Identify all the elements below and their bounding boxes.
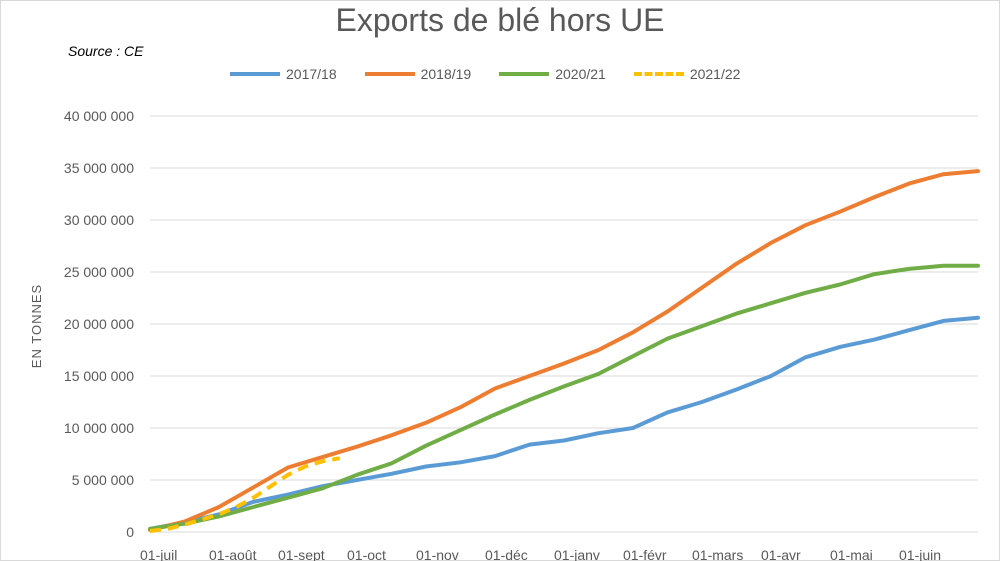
series-line-2018-19 <box>148 169 980 532</box>
legend-swatch <box>633 72 684 76</box>
x-tick-label: 01-nov <box>416 547 459 561</box>
legend-item-2021-22: 2021/22 <box>633 66 741 82</box>
x-tick-label: 01-juil <box>140 547 177 561</box>
x-tick-label: 01-sept <box>278 547 325 561</box>
x-tick-label: 01-oct <box>347 547 386 561</box>
x-tick-label: 01-févr <box>623 547 667 561</box>
y-tick-label: 15 000 000 <box>64 368 134 384</box>
legend-swatch <box>364 72 415 76</box>
x-tick-label: 01-déc <box>485 547 528 561</box>
y-tick-label: 10 000 000 <box>64 420 134 436</box>
legend-label: 2018/19 <box>420 66 472 82</box>
legend: 2017/18 2018/19 2020/21 2021/22 <box>230 66 740 82</box>
x-tick-label: 01-avr <box>761 547 801 561</box>
legend-item-2020-21: 2020/21 <box>499 66 606 82</box>
legend-item-2017-18: 2017/18 <box>230 66 337 82</box>
y-tick-label: 5 000 000 <box>72 472 134 488</box>
y-tick-label: 25 000 000 <box>64 264 134 280</box>
y-tick-label: 20 000 000 <box>64 316 134 332</box>
legend-label: 2021/22 <box>689 66 741 82</box>
y-tick-label: 35 000 000 <box>64 160 134 176</box>
y-axis-label: EN TONNES <box>29 284 44 368</box>
legend-swatch <box>230 72 280 76</box>
x-tick-label: 01-mai <box>830 547 873 561</box>
chart-source: Source : CE <box>68 43 144 59</box>
chart-title: Exports de blé hors UE <box>335 2 665 38</box>
x-tick-label: 01-août <box>209 547 257 561</box>
x-tick-label: 01-juin <box>899 547 941 561</box>
legend-item-2018-19: 2018/19 <box>364 66 472 82</box>
legend-swatch <box>499 72 550 76</box>
legend-label: 2020/21 <box>555 66 606 82</box>
x-tick-label: 01-mars <box>692 547 743 561</box>
series-line-2020-21 <box>148 263 980 531</box>
y-tick-label: 0 <box>126 524 134 540</box>
y-tick-label: 30 000 000 <box>64 212 134 228</box>
legend-label: 2017/18 <box>286 66 337 82</box>
series-line-2021-22 <box>149 456 341 533</box>
y-tick-label: 40 000 000 <box>64 108 134 124</box>
x-tick-label: 01-janv <box>554 547 600 561</box>
series-line-2017-18 <box>148 315 980 531</box>
